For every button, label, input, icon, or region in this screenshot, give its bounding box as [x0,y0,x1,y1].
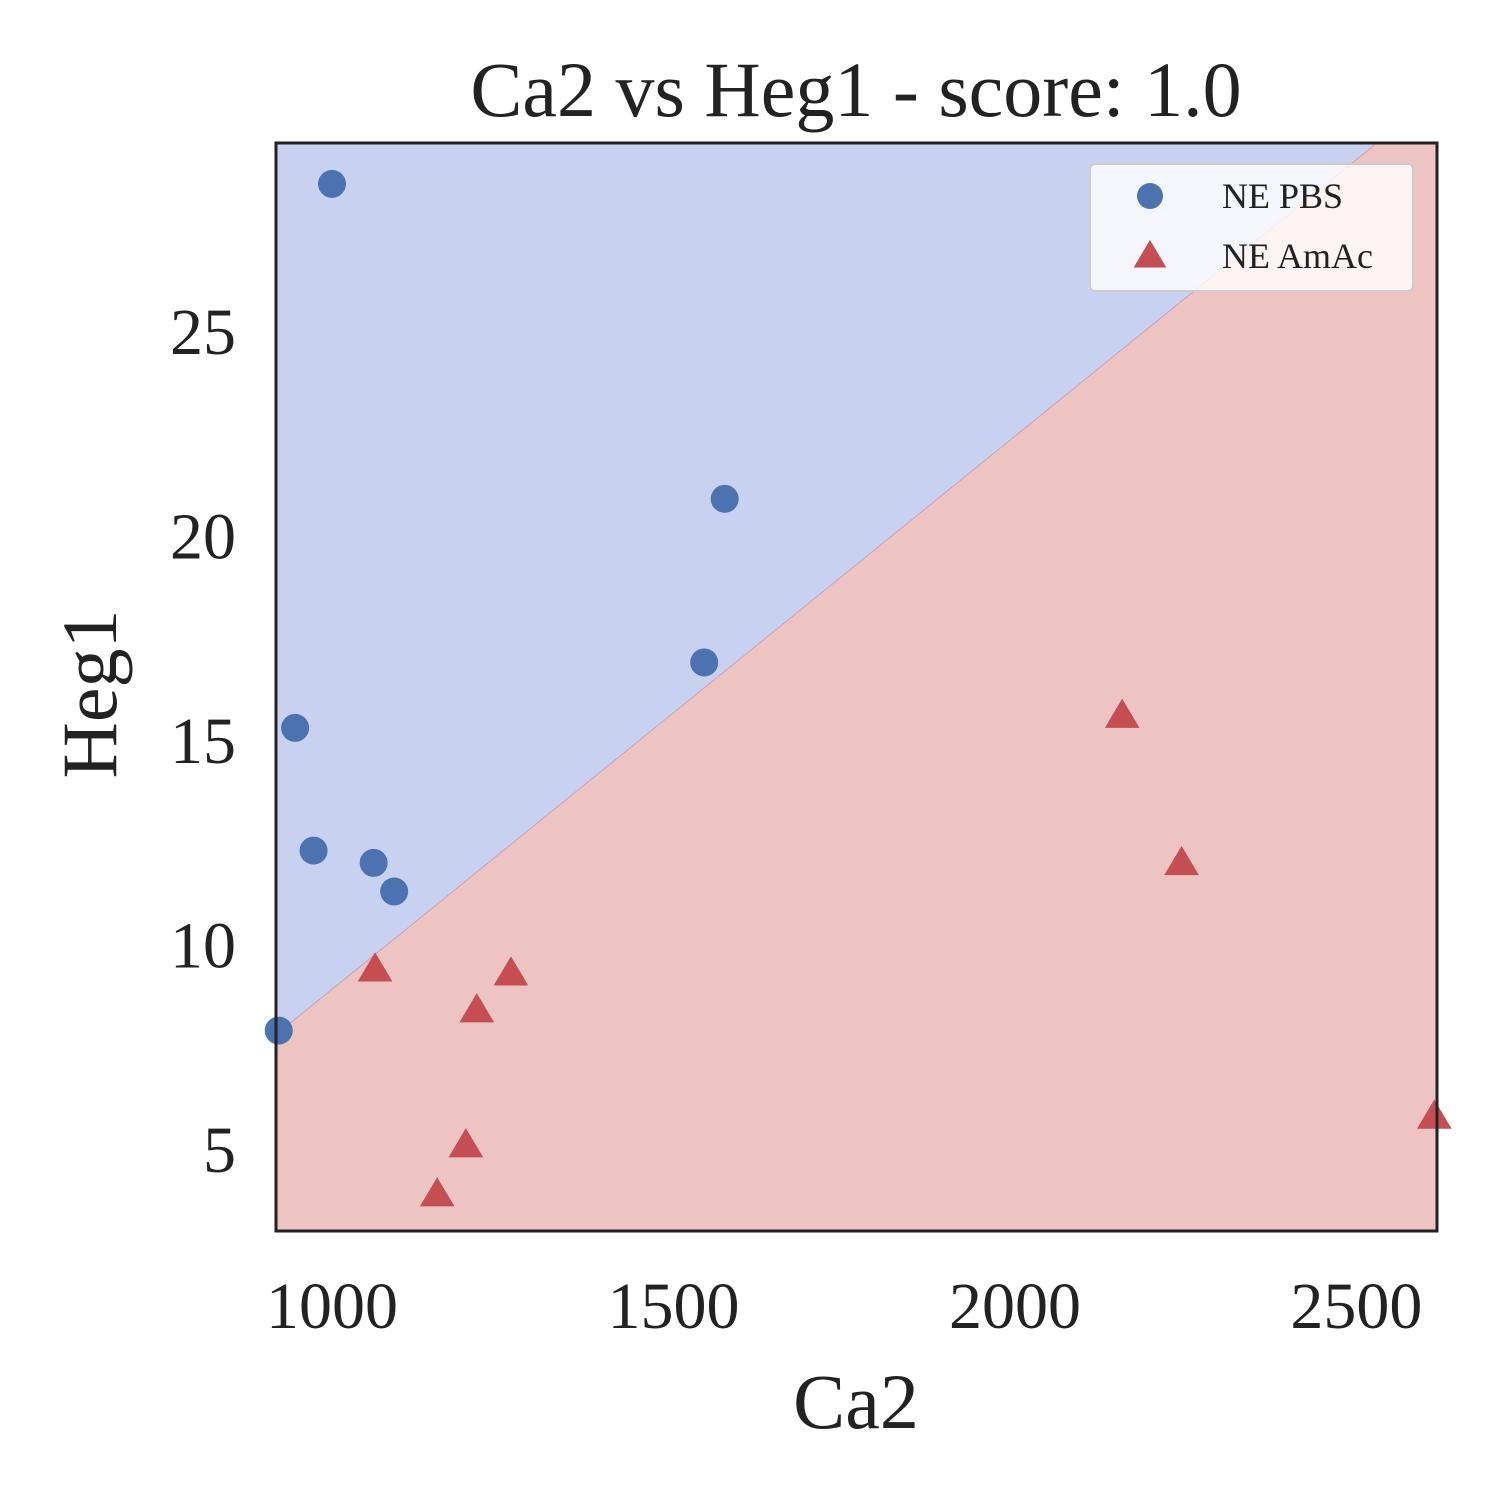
y-tick-label: 20 [170,501,236,574]
y-axis-ticks: 5 10 15 20 25 [170,296,236,1187]
legend-box [1089,163,1414,292]
decision-regions [276,143,1437,1231]
point-ne-amac [357,952,393,982]
legend-marker-triangle [1133,240,1167,268]
point-ne-amac [459,993,495,1023]
x-tick-label: 2000 [949,1270,1081,1343]
point-ne-amac [493,956,529,986]
point-ne-amac [1164,845,1199,876]
data-points [264,169,1452,1207]
legend-label: NE AmAc [1222,236,1373,276]
x-axis-label: Ca2 [793,1358,919,1445]
y-axis-label: Heg1 [46,610,133,779]
point-ne-pbs [281,713,310,742]
x-tick-label: 1500 [607,1270,739,1343]
point-ne-amac [1416,1099,1452,1129]
y-tick-label: 5 [203,1114,236,1187]
point-ne-amac [419,1177,455,1207]
point-ne-amac [1104,698,1140,728]
point-ne-pbs [380,877,409,906]
y-tick-label: 10 [170,910,236,983]
y-tick-label: 15 [170,705,236,778]
legend: NE PBS NE AmAc [1089,163,1414,292]
x-tick-label: 2500 [1290,1270,1422,1343]
point-ne-pbs [264,1016,293,1045]
y-tick-label: 25 [170,296,236,369]
point-ne-pbs [359,848,388,877]
x-tick-label: 1000 [266,1270,398,1343]
chart-title: Ca2 vs Heg1 - score: 1.0 [470,46,1241,133]
point-ne-pbs [690,648,719,677]
point-ne-pbs [710,484,739,513]
plot-frame [274,141,1439,1233]
legend-label: NE PBS [1222,176,1343,216]
point-ne-pbs [318,169,347,198]
x-axis-ticks: 1000 1500 2000 2500 [266,1270,1422,1343]
point-ne-amac [448,1128,484,1158]
legend-marker-circle [1137,183,1163,209]
point-ne-pbs [299,836,328,865]
